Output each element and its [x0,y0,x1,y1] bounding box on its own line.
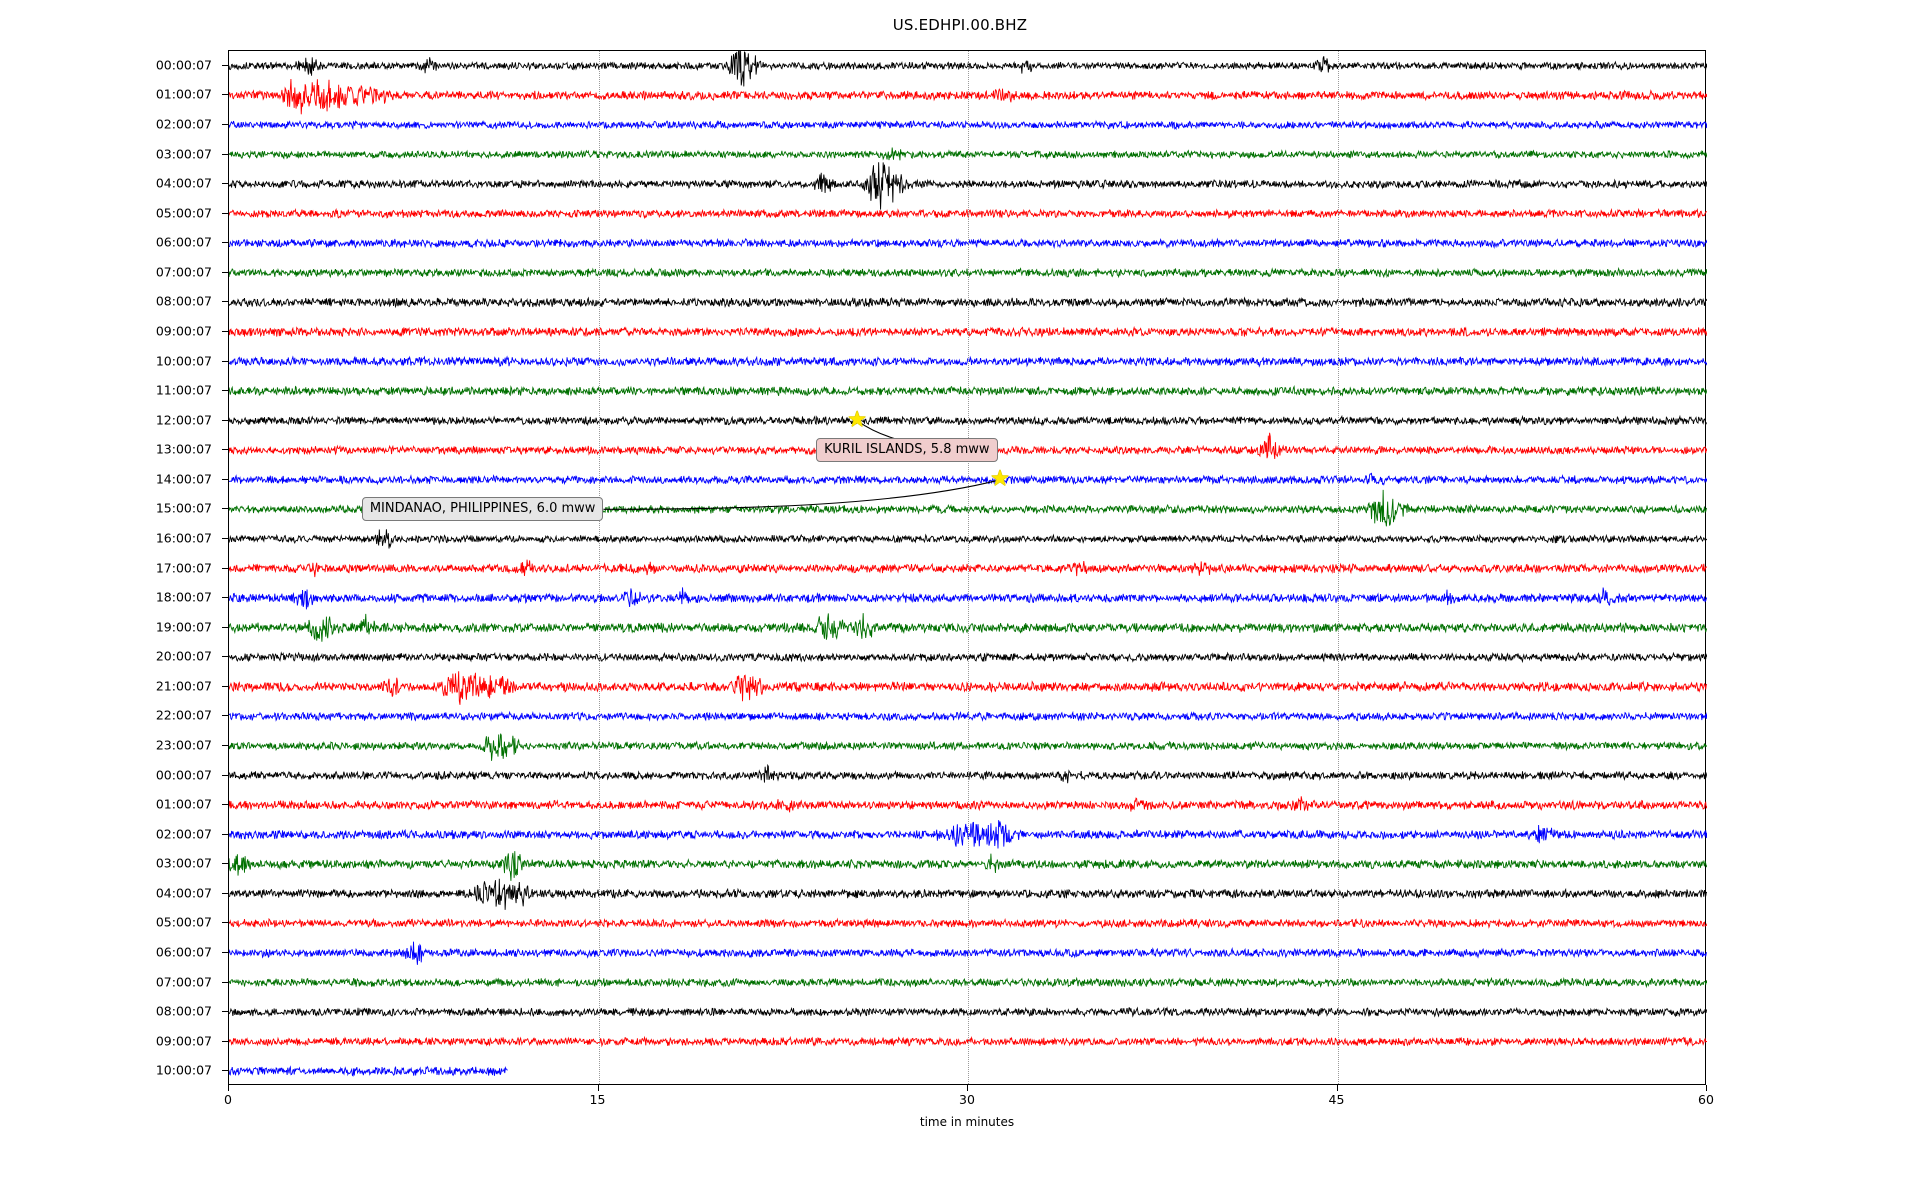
y-axis-tick-label: 08:00:07 [155,1003,212,1019]
x-axis-tick-mark [1706,1085,1707,1091]
x-axis-tick-label: 30 [959,1092,975,1107]
event-annotation-label[interactable]: KURIL ISLANDS, 5.8 mww [816,438,998,463]
y-axis-tick-marks [222,50,229,1085]
page-title: US.EDHPI.00.BHZ [892,16,1028,34]
y-axis-tick-mark [222,597,228,599]
y-axis-tick-mark [222,242,228,244]
x-axis-tick-mark [228,1085,229,1091]
event-annotation-label[interactable]: MINDANAO, PHILIPPINES, 6.0 mww [361,497,604,522]
x-axis-tick-labels: 0 15 30 45 60 [224,1092,1714,1112]
seismogram-trace [229,1065,508,1077]
y-axis-tick-label: 23:00:07 [155,737,212,753]
y-axis-tick-label: 03:00:07 [155,855,212,871]
gridline [1337,51,1339,1084]
y-axis-tick-label: 01:00:07 [155,796,212,812]
y-axis-tick-mark [222,863,228,865]
y-axis-tick-mark [222,271,228,273]
y-axis-tick-mark [222,419,228,421]
y-axis-tick-label: 15:00:07 [155,500,212,516]
y-axis-tick-label: 13:00:07 [155,441,212,457]
x-axis-tick-marks [228,1085,1707,1093]
y-axis-tick-mark [222,951,228,953]
y-axis-tick-mark [222,981,228,983]
y-axis-tick-mark [222,685,228,687]
y-axis-tick-label: 18:00:07 [155,589,212,605]
y-axis-tick-label: 06:00:07 [155,944,212,960]
y-axis-tick-mark [222,804,228,806]
y-axis-tick-label: 04:00:07 [155,885,212,901]
y-axis-tick-mark [222,774,228,776]
y-axis-tick-mark [222,892,228,894]
y-axis-tick-mark [222,656,228,658]
y-axis-tick-mark [222,922,228,924]
y-axis-tick-mark [222,567,228,569]
y-axis-tick-label: 07:00:07 [155,264,212,280]
y-axis-tick-label: 14:00:07 [155,471,212,487]
y-axis-tick-mark [222,449,228,451]
y-axis-tick-label: 19:00:07 [155,619,212,635]
y-axis-tick-label: 00:00:07 [155,57,212,73]
y-axis-tick-mark [222,123,228,125]
y-axis-tick-label: 02:00:07 [155,826,212,842]
x-axis-tick-mark [967,1085,968,1091]
y-axis-tick-mark [222,626,228,628]
y-axis-tick-label: 21:00:07 [155,678,212,694]
y-axis-tick-mark [222,508,228,510]
x-axis-tick-mark [597,1085,599,1091]
x-axis-tick-label: 45 [1328,1092,1345,1107]
y-axis-tick-label: 05:00:07 [155,914,212,930]
y-axis-tick-label: 09:00:07 [155,323,212,339]
y-axis-tick-mark [222,390,228,392]
y-axis-tick-mark [222,94,228,96]
y-axis-tick-mark [222,360,228,362]
y-axis-tick-mark [222,478,228,480]
y-axis-tick-mark [222,301,228,303]
y-axis-tick-mark [222,212,228,214]
y-axis-tick-mark [222,715,228,717]
y-axis-tick-mark [222,64,228,66]
y-axis-tick-mark [222,1070,228,1072]
y-axis-tick-mark [222,1011,228,1013]
y-axis-tick-mark [222,330,228,332]
x-axis-tick-label: 15 [589,1092,606,1107]
y-axis-tick-label: 07:00:07 [155,974,212,989]
y-axis-tick-labels: 00:00:07 01:00:07 02:00:07 03:00:07 04:00:07… [100,50,212,1085]
y-axis-tick-mark [222,153,228,155]
y-axis-tick-label: 02:00:07 [155,116,212,132]
y-axis-tick-label: 09:00:07 [155,1033,212,1049]
event-star-icon: ★ [990,466,1010,492]
gridline [598,51,600,1084]
y-axis-tick-label: 06:00:07 [155,234,212,250]
y-axis-tick-label: 03:00:07 [155,146,212,161]
x-axis-tick-mark [1336,1085,1338,1091]
y-axis-tick-label: 20:00:07 [155,648,212,664]
y-axis-tick-label: 00:00:07 [155,767,212,782]
y-axis-tick-label: 08:00:07 [155,293,212,309]
y-axis-tick-label: 11:00:07 [155,382,212,398]
y-axis-tick-mark [222,1040,228,1042]
x-axis-label: time in minutes [919,1115,1015,1129]
y-axis-tick-label: 01:00:07 [155,86,212,102]
y-axis-tick-label: 05:00:07 [155,205,212,221]
y-axis-tick-label: 04:00:07 [155,175,212,191]
y-axis-tick-label: 10:00:07 [155,353,212,368]
x-axis-tick-label: 60 [1698,1092,1714,1107]
gridline [968,51,969,1084]
y-axis-tick-label: 10:00:07 [155,1062,212,1078]
y-axis-tick-label: 22:00:07 [155,707,212,723]
event-star-icon: ★ [847,407,868,433]
y-axis-tick-mark [222,537,228,539]
x-axis-tick-label: 0 [224,1092,232,1107]
plot-area: ★ KURIL ISLANDS, 5.8 mww ★ MINDANAO, PHILIP… [228,50,1707,1085]
y-axis-tick-mark [222,833,228,835]
y-axis-tick-label: 16:00:07 [155,530,212,546]
y-axis-tick-mark [222,183,228,185]
y-axis-tick-label: 12:00:07 [155,412,212,428]
y-axis-tick-label: 17:00:07 [155,560,212,575]
y-axis-tick-mark [222,744,228,746]
